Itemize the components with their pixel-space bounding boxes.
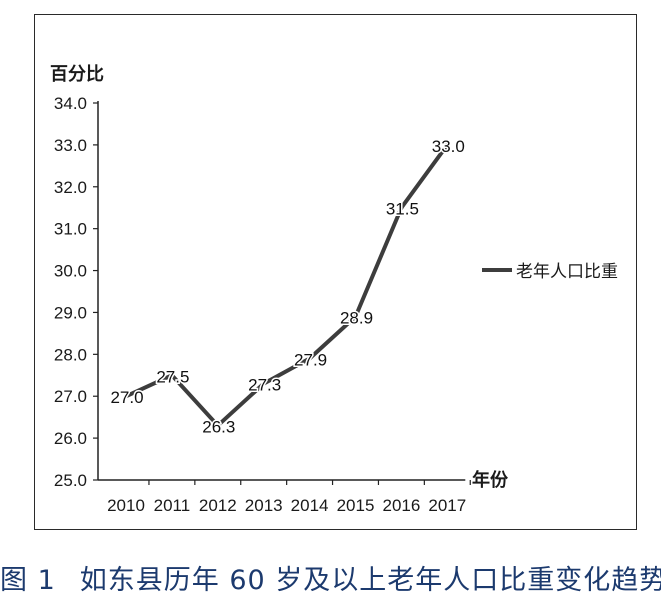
data-point — [307, 356, 312, 361]
y-tick-label: 27.0 — [54, 387, 87, 406]
data-point — [445, 142, 450, 147]
data-point — [215, 423, 220, 428]
data-label: 27.9 — [294, 351, 327, 370]
data-label: 27.0 — [110, 388, 143, 407]
x-axis-title: 年份 — [472, 469, 509, 491]
data-label: 27.3 — [248, 376, 281, 395]
x-tick-label: 2014 — [291, 496, 329, 515]
data-label: 33.0 — [432, 137, 465, 156]
x-tick-label: 2012 — [199, 496, 237, 515]
x-tick-label: 2010 — [107, 496, 145, 515]
x-tick-label: 2016 — [382, 496, 420, 515]
data-label: 26.3 — [202, 418, 235, 437]
y-axis-title: 百分比 — [50, 64, 104, 85]
data-point — [124, 394, 128, 399]
x-tick-label: 2013 — [245, 496, 283, 515]
figure-caption-text: 如东县历年 60 岁及以上老年人口比重变化趋势 — [79, 565, 661, 596]
data-point — [169, 373, 174, 378]
y-tick-label: 25.0 — [54, 471, 87, 490]
data-point — [399, 205, 404, 210]
figure-number: 图 1 — [0, 565, 56, 596]
x-tick-label: 2011 — [154, 496, 191, 515]
y-tick-label: 28.0 — [54, 345, 87, 364]
x-tick-label: 2015 — [337, 496, 375, 515]
data-label: 27.5 — [156, 367, 189, 386]
data-label: 28.9 — [340, 309, 373, 328]
y-tick-label: 30.0 — [54, 262, 87, 281]
y-tick-label: 26.0 — [54, 429, 87, 448]
x-tick-label: 2017 — [428, 496, 466, 515]
y-tick-label: 29.0 — [54, 303, 87, 322]
data-point — [353, 314, 358, 319]
y-tick-label: 33.0 — [54, 136, 87, 155]
y-tick-label: 31.0 — [54, 220, 87, 239]
data-point — [261, 381, 266, 386]
figure-caption: 图 1 如东县历年 60 岁及以上老年人口比重变化趋势 — [0, 558, 661, 597]
line-chart: 25.0 26.0 27.0 28.0 29.0 30.0 31.0 32.0 33.0 34.0… — [50, 64, 618, 515]
y-tick-label: 32.0 — [54, 178, 87, 197]
data-label: 31.5 — [386, 200, 419, 219]
series-line — [124, 142, 450, 428]
chart-frame — [34, 14, 637, 530]
legend-label: 老年人口比重 — [516, 262, 618, 282]
y-tick-label: 34.0 — [54, 94, 87, 113]
